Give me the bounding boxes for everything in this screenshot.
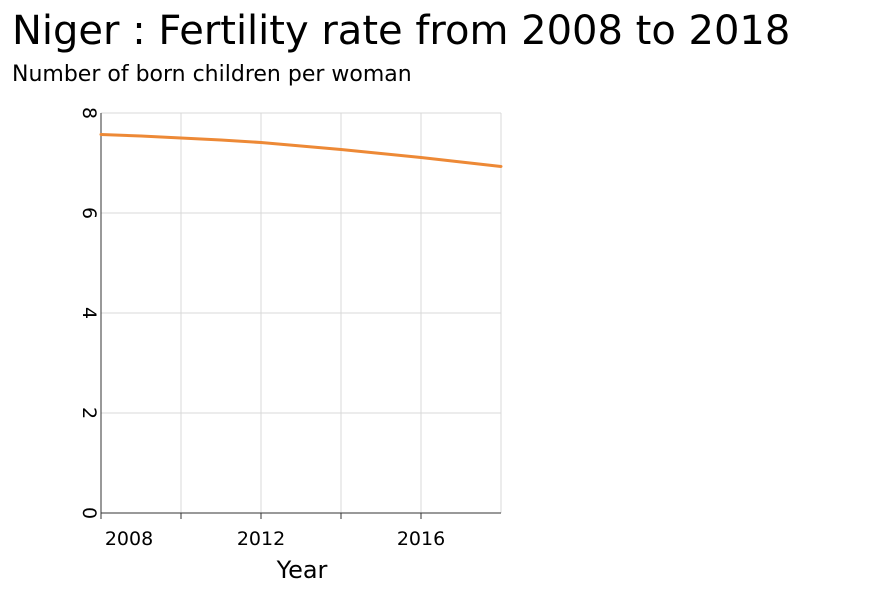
y-tick-label: 0 <box>78 507 100 519</box>
y-tick-label: 2 <box>78 407 100 419</box>
x-tick-label: 2016 <box>397 528 445 550</box>
y-tick-label: 8 <box>78 107 100 119</box>
axes <box>100 113 501 519</box>
y-tick-label: 4 <box>78 307 100 319</box>
x-tick-label: 2012 <box>237 528 285 550</box>
y-tick-label: 6 <box>78 207 100 219</box>
chart-subtitle: Number of born children per woman <box>12 62 412 87</box>
tick-labels: 2008 2012 2016 0 2 4 6 8 <box>78 107 445 550</box>
series-line <box>99 133 503 168</box>
x-axis-label: Year <box>276 556 328 584</box>
x-tick-label: 2008 <box>105 528 153 550</box>
chart-title: Niger : Fertility rate from 2008 to 2018 <box>12 8 791 54</box>
series-layer <box>99 133 503 168</box>
grid <box>101 112 502 513</box>
